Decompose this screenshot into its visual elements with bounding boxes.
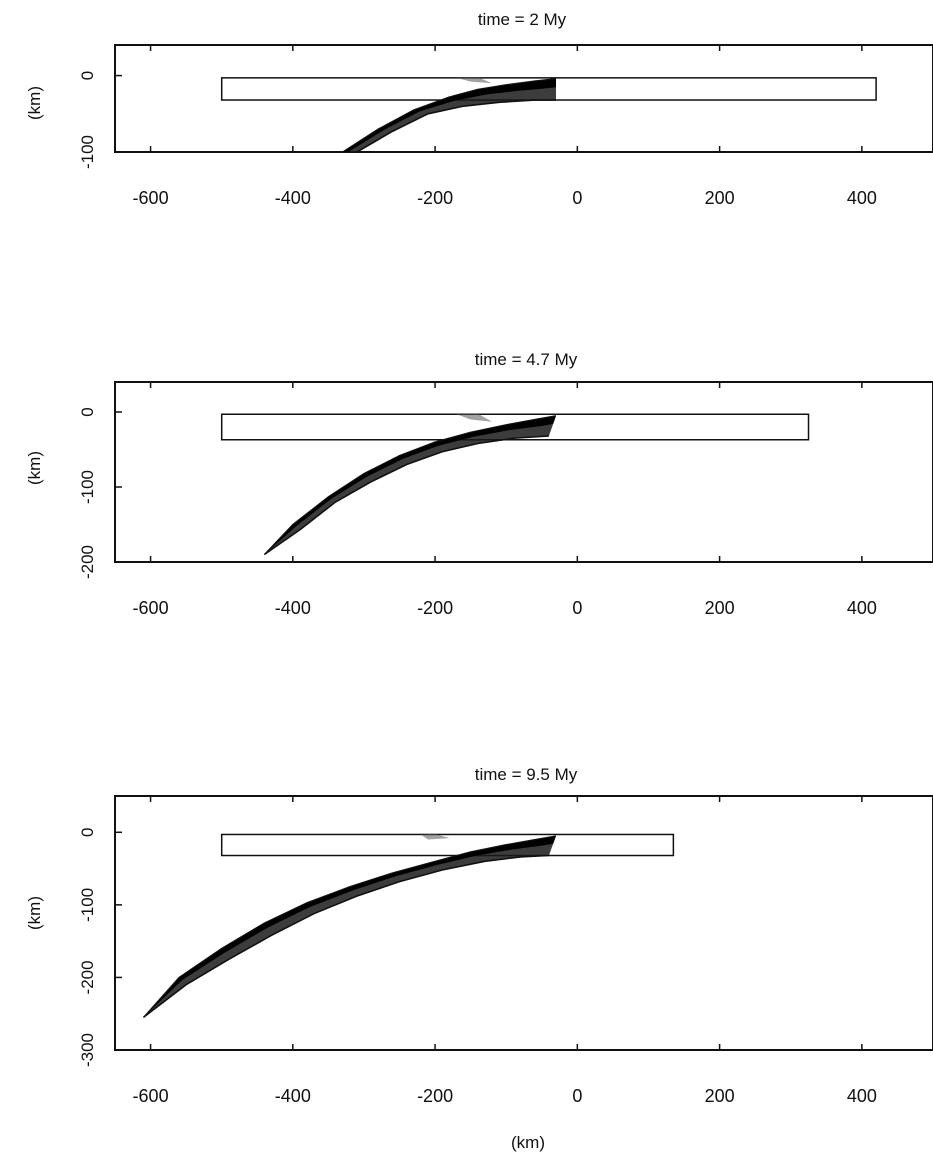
y-tick-label: -200 [78,545,97,579]
x-tick-label: 400 [847,598,877,618]
x-tick-label: -200 [417,598,453,618]
wedge-shading [420,833,450,840]
y-axis-label: (km) [25,86,44,120]
x-tick-label: 200 [705,1086,735,1106]
y-tick-label: -100 [78,470,97,504]
x-tick-label: -600 [133,598,169,618]
x-tick-label: 200 [705,598,735,618]
slab-upper-surface [143,835,557,1018]
slab-body [342,78,557,152]
y-tick-label: 0 [78,828,97,837]
slab-core [143,835,557,1018]
plot-frame [114,795,933,1051]
panel-title: time = 4.7 My [475,350,578,369]
x-tick-label: -200 [417,188,453,208]
x-axis-label: (km) [511,1133,545,1152]
slab-core [342,78,557,152]
slab-body [143,835,557,1018]
panel-title: time = 9.5 My [475,765,578,784]
panel-time-9.5my: time = 9.5 My (km) -600 -400 -200 0 200 400 0 -… [25,765,933,1106]
y-axis-label: (km) [25,451,44,485]
x-tick-label: -400 [275,1086,311,1106]
y-tick-label: 0 [78,407,97,416]
slab-body [264,415,557,555]
x-tick-label: -200 [417,1086,453,1106]
y-tick-label: -300 [78,1033,97,1067]
plot-frame [114,381,933,563]
y-tick-label: -200 [78,960,97,994]
panel-time-2my: time = 2 My (km) -600 -400 -200 0 200 400 0 -10… [25,10,933,208]
panel-title: time = 2 My [478,10,567,29]
plate-box [220,833,675,857]
plot-frame [114,44,933,153]
wedge-shading [456,413,492,422]
x-tick-label: 400 [847,188,877,208]
x-tick-label: -600 [133,1086,169,1106]
x-tick-label: -600 [133,188,169,208]
x-tick-label: -400 [275,598,311,618]
plate-box [220,413,810,441]
x-tick-label: -400 [275,188,311,208]
x-tick-label: 0 [572,598,582,618]
wedge-shading [456,77,492,84]
slab-lower-surface [142,854,549,1018]
x-tick-label: 0 [572,1086,582,1106]
x-tick-label: 200 [705,188,735,208]
slab-upper-surface [263,415,557,555]
panel-time-4.7my: time = 4.7 My (km) -600 -400 -200 0 200 400 0 -… [25,350,933,618]
y-tick-label: -100 [78,888,97,922]
y-tick-label: -100 [78,135,97,169]
y-tick-label: 0 [78,71,97,80]
slab-lower-surface [356,99,557,153]
x-tick-label: 400 [847,1086,877,1106]
slab-upper-surface [342,78,557,153]
y-axis-label: (km) [25,896,44,930]
x-tick-label: 0 [572,188,582,208]
slab-lower-surface [263,435,549,556]
